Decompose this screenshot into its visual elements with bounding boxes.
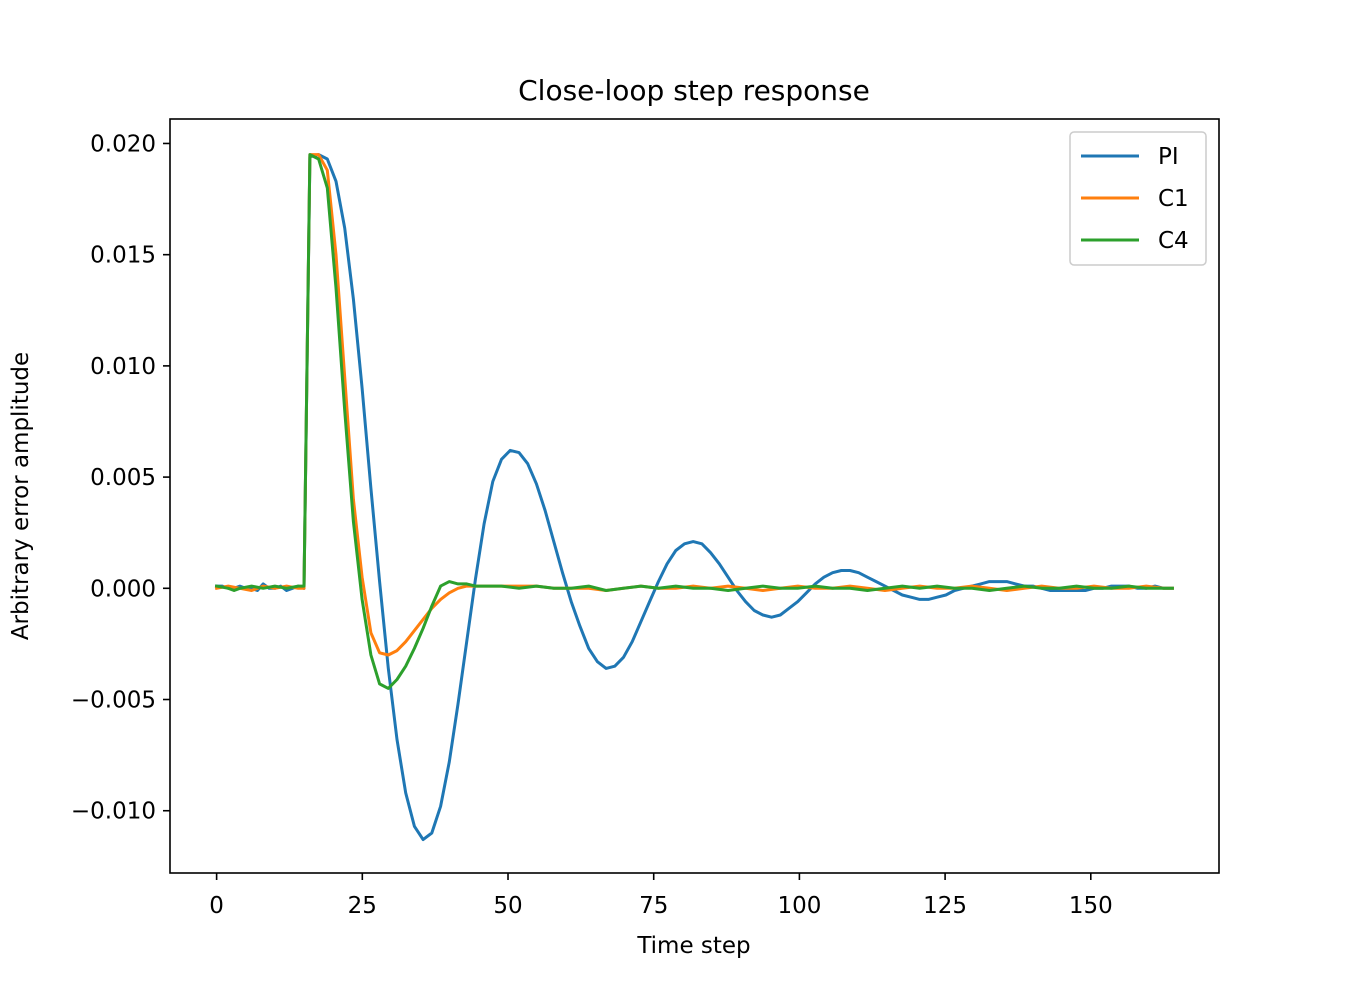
x-tick-label: 125: [923, 893, 967, 919]
y-axis: −0.010 −0.005 0.000 0.005 0.010 0.015 0.020: [71, 131, 170, 825]
x-axis-label: Time step: [636, 933, 750, 959]
y-tick-label: 0.020: [90, 131, 156, 157]
plot-frame: [169, 118, 1220, 874]
x-tick-label: 50: [493, 893, 522, 919]
legend-label-c4: C4: [1158, 228, 1189, 254]
y-tick-label: 0.005: [90, 465, 156, 491]
x-tick-label: 75: [639, 893, 668, 919]
x-tick-label: 0: [209, 893, 224, 919]
x-tick-label: 100: [777, 893, 821, 919]
y-axis-label: Arbitrary error amplitude: [8, 352, 34, 640]
y-tick-label: 0.000: [90, 576, 156, 602]
y-tick-label: −0.010: [71, 799, 156, 825]
y-tick-label: 0.015: [90, 243, 156, 269]
series-lines: [214, 153, 1174, 842]
legend-label-pi: PI: [1158, 144, 1179, 170]
x-tick-label: 150: [1069, 893, 1113, 919]
legend: PI C1 C4: [1069, 131, 1207, 266]
y-tick-label: −0.005: [71, 688, 156, 714]
x-tick-label: 25: [348, 893, 377, 919]
y-tick-label: 0.010: [90, 354, 156, 380]
x-axis: 0 25 50 75 100 125 150: [209, 873, 1113, 919]
series-line-pi: [215, 153, 1174, 842]
chart-title: Close-loop step response: [518, 74, 870, 107]
series-line-c4: [214, 153, 1174, 690]
legend-label-c1: C1: [1158, 186, 1189, 212]
